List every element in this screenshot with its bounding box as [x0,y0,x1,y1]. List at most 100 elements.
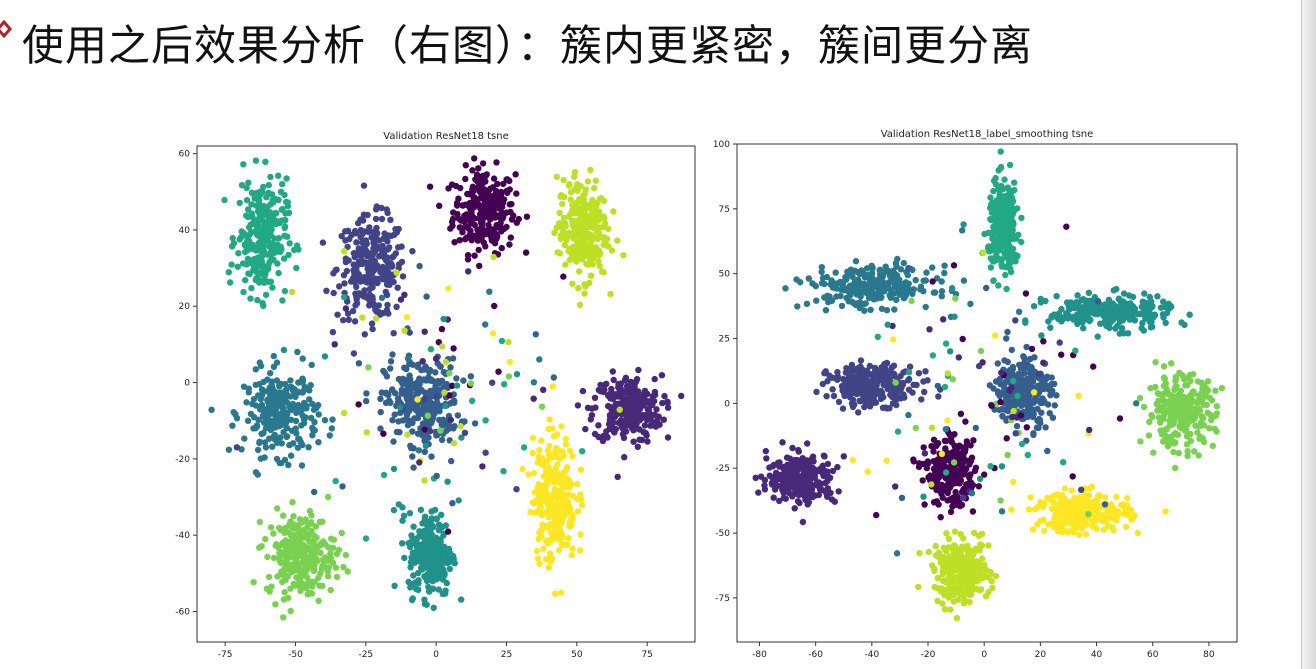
scatter-point [427,546,434,553]
scatter-point [631,383,638,390]
scatter-point [477,175,485,183]
scatter-point [832,269,839,276]
scatter-point [576,268,583,275]
scatter-point [356,291,363,299]
scatter-point [281,287,289,295]
right-tsne-chart: Validation ResNet18_label_smoothing tsne… [690,124,1270,668]
scatter-point [1004,358,1011,366]
scatter-point [900,259,907,267]
scatter-point [883,405,891,412]
scatter-point [968,454,976,461]
scatter-point [497,193,504,200]
scatter-point [576,301,584,308]
scatter-point [451,239,458,246]
scatter-point [799,518,807,526]
scatter-point [558,423,565,430]
scatter-point [1154,407,1161,414]
scatter-point [1022,319,1029,326]
scatter-point [290,440,297,447]
scatter-point [575,227,582,234]
scatter-point [390,465,398,473]
scatter-point [984,244,992,252]
scatter-point [893,296,900,303]
scatter-point [587,272,595,279]
scatter-point [910,458,917,465]
scatter-point [353,239,360,246]
scatter-point [956,460,963,467]
x-tick-label: -75 [218,650,233,660]
scatter-point [1000,201,1007,208]
scatter-point [255,205,262,212]
scatter-point [258,278,266,285]
scatter-point [990,187,997,195]
scatter-point [366,224,373,231]
y-tick-label: 20 [179,302,191,312]
scatter-point [438,524,446,531]
scatter-point [290,513,297,520]
scatter-point [418,528,425,536]
scatter-point [1127,309,1134,316]
scatter-point [298,462,306,469]
x-tick-label: -25 [358,650,373,660]
scatter-point [894,255,901,263]
scatter-point [378,204,385,212]
scatter-point [933,442,940,450]
scatter-point [1141,290,1148,297]
scatter-point [770,494,777,501]
scatter-point [256,518,263,526]
scatter-point [1066,313,1073,320]
scatter-point [1015,231,1022,238]
scatter-point [450,345,457,352]
scatter-point [587,213,594,220]
scatter-point [279,297,286,304]
scatter-point [566,182,573,189]
scatter-point [500,468,507,475]
scatter-point [274,439,281,446]
scatter-point [228,243,236,250]
scatter-point [359,314,366,321]
scatter-point [449,399,456,406]
scatter-point [297,538,304,545]
scatter-point [1137,438,1144,445]
scatter-point [404,421,412,429]
scatter-point [248,284,255,292]
scatter-point [1083,297,1091,305]
scatter-point [376,237,383,244]
scatter-point [595,422,602,429]
scatter-point [286,240,293,247]
scatter-point [992,174,999,182]
scatter-point [577,531,584,538]
scatter-point [1199,386,1206,394]
scatter-point [888,390,895,397]
scatter-point [393,303,400,310]
scatter-point [848,298,855,305]
scatter-point [490,330,497,337]
scatter-point [315,401,322,409]
scatter-point [651,375,658,383]
scatter-point [905,375,913,383]
scatter-point [929,264,936,271]
scatter-point [896,276,903,283]
scatter-point [1089,304,1097,312]
scatter-point [265,420,272,428]
scatter-point [1094,311,1101,318]
scatter-point [468,397,476,404]
scatter-point [578,496,585,503]
scatter-point [487,215,494,223]
scatter-point [288,542,295,549]
scatter-point [289,400,297,408]
scatter-point [467,373,474,380]
scatter-point [609,413,616,420]
scatter-point [912,276,919,284]
scatter-point [987,194,994,201]
scatter-point [625,383,633,391]
scatter-point [264,553,271,561]
scatter-point [1208,397,1216,404]
scatter-point [761,486,769,493]
scatter-point [380,367,387,375]
scatter-point [1170,448,1177,456]
scatter-point [920,444,927,451]
scatter-point [661,392,668,400]
scatter-point [277,410,284,418]
scatter-point [574,480,581,488]
